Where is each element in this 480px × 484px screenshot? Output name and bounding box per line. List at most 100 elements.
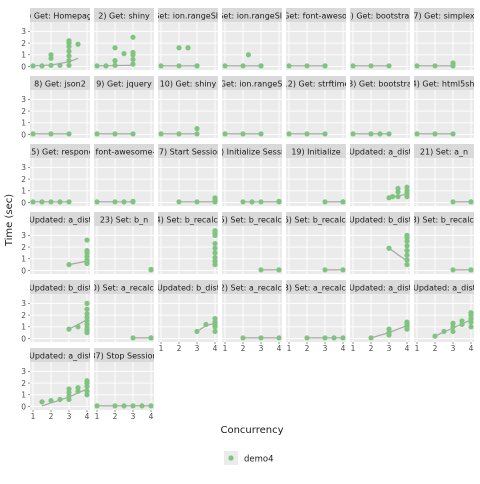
x-tick-label: 3 [195,344,200,353]
x-tick-label: 2 [305,344,310,353]
x-tick-label: 4 [85,412,90,421]
facet-strip [414,144,474,158]
panel-background [94,362,154,410]
x-tick-label: 2 [241,344,246,353]
data-point [66,58,72,64]
y-tick-label: 0 [21,62,26,71]
facet-strip [222,8,282,22]
data-point [340,267,346,273]
data-point [340,199,346,205]
data-point [66,131,72,137]
data-point [84,258,90,264]
facet-label: 29) Updated: b_distPlot [13,284,107,293]
data-point [450,267,456,273]
data-point [130,61,136,67]
x-tick-label: 1 [415,344,420,353]
data-point [322,199,328,205]
data-point [368,63,374,69]
data-point [130,34,136,40]
data-point [57,396,63,403]
x-tick-label: 4 [341,344,346,353]
data-point [441,328,447,335]
data-point [212,245,218,251]
facet-label: 10) Get: shiny [160,80,217,89]
x-tick-label: 1 [223,344,228,353]
panel-background [414,90,474,138]
data-point [139,403,145,409]
facet-label: 24) Set: b_recalc:a [151,216,226,225]
x-tick-label: 3 [67,412,72,421]
facet-label: 18) Initialize Session [211,148,293,157]
data-point [304,131,310,137]
data-point [194,126,200,132]
y-tick-label: 2 [21,379,26,388]
facet-label: 8) Get: json2 [34,80,86,89]
data-point [404,252,410,258]
x-tick-label: 3 [323,344,328,353]
data-point [304,63,310,69]
data-point [322,335,328,341]
y-tick-label: 0 [21,266,26,275]
data-point [84,306,90,312]
facet-label: 27) Updated: b_distPlot [333,216,427,225]
facet-strip [414,8,474,22]
panel-background [350,22,410,70]
data-point [212,321,218,328]
panel-background [158,226,218,274]
facet-strip [30,280,90,294]
data-point [450,199,456,205]
data-point [130,131,136,137]
data-point [450,131,456,137]
panel-background [222,22,282,70]
facet-label: 15) Get: respond [26,148,94,157]
facet-label: 4) Get: ion.rangeSlider [206,12,298,21]
y-tick-label: 1 [21,255,26,264]
data-point [322,63,328,69]
data-point [386,131,392,137]
data-point [48,398,54,404]
data-point [432,333,438,339]
panel-background [414,22,474,70]
data-point [304,335,310,341]
data-point [212,315,218,322]
panel-background [222,158,282,206]
x-tick-label: 4 [149,412,154,421]
facet-label: 22) Updated: a_distPlot [13,216,107,225]
x-tick-label: 2 [433,344,438,353]
facet-strip [158,212,218,226]
facet-label: 26) Set: b_recalc:a [279,216,354,225]
data-point [30,131,36,137]
data-point [176,199,182,205]
data-point [39,199,45,205]
trend-line [68,260,88,266]
data-point [240,63,246,69]
data-point [249,199,255,205]
facet-label: 31) Updated: b_distPlot [141,284,235,293]
facet-strip [30,8,90,22]
panel-background [158,90,218,138]
panel-background [222,90,282,138]
y-tick-label: 3 [21,299,26,308]
facet-strip [222,280,282,294]
facet-label: 30) Set: a_recalc:a [87,284,162,293]
facet-strip [94,8,154,22]
facet-strip [414,212,474,226]
data-point [240,199,246,205]
data-point [450,320,456,326]
facet-label: 35) Updated: a_distPlot [397,284,480,293]
facet-strip [158,280,218,294]
data-point [450,62,456,68]
y-tick-label: 2 [21,243,26,252]
data-point [414,131,420,137]
facet-label: 21) Set: a_n [420,148,468,157]
data-point [39,63,45,69]
x-tick-label: 4 [469,344,474,353]
data-point [414,63,420,69]
panel-background [350,294,410,342]
data-point [286,63,292,69]
data-point [121,403,127,409]
panel-background [286,90,346,138]
panel-background [222,294,282,342]
x-tick-label: 2 [49,412,54,421]
data-point [276,198,282,204]
